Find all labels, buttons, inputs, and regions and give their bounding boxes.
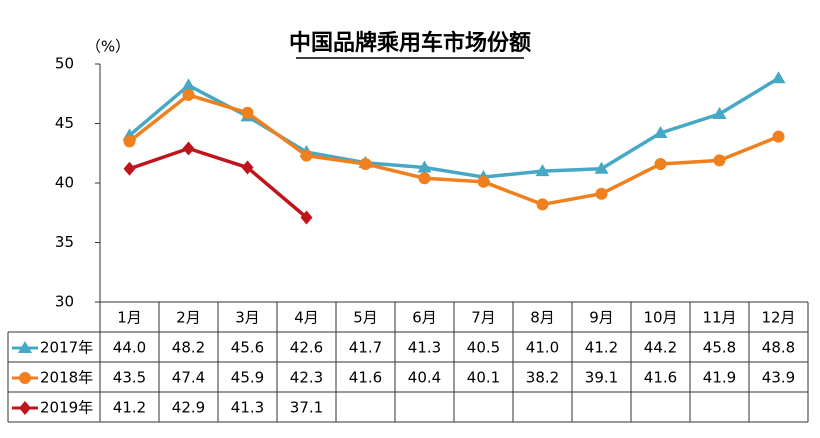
- x-tick-label: 12月: [761, 309, 795, 327]
- y-tick-label: 30: [55, 293, 74, 311]
- table-value: 45.9: [231, 369, 264, 387]
- table-value: 45.6: [231, 339, 264, 357]
- series-line: [128, 93, 780, 207]
- marker: [18, 341, 32, 353]
- table-value: 48.8: [762, 339, 795, 357]
- table-value: 42.6: [290, 339, 323, 357]
- series-line: [128, 146, 308, 219]
- table-value: 42.3: [290, 369, 323, 387]
- table-value: 37.1: [290, 399, 323, 417]
- chart-title: 中国品牌乘用车市场份额: [289, 30, 531, 56]
- marker: [417, 160, 432, 173]
- x-tick-label: 4月: [294, 309, 319, 327]
- marker: [182, 141, 195, 156]
- y-tick-label: 35: [55, 233, 74, 251]
- x-tick-label: 8月: [530, 309, 555, 327]
- x-tick-label: 1月: [117, 309, 142, 327]
- y-tick-label: 45: [55, 114, 74, 132]
- marker: [123, 135, 136, 148]
- table-value: 44.2: [644, 339, 677, 357]
- table-value: 40.4: [408, 369, 441, 387]
- marker: [653, 126, 668, 139]
- marker: [241, 106, 254, 119]
- table-value: 45.8: [703, 339, 736, 357]
- table-value: 40.5: [467, 339, 500, 357]
- marker: [654, 157, 667, 170]
- table-value: 41.7: [349, 339, 382, 357]
- marker: [772, 130, 785, 143]
- marker: [19, 401, 31, 415]
- legend-label: 2019年: [40, 399, 93, 417]
- marker: [300, 210, 313, 225]
- marker: [19, 372, 31, 384]
- table-value: 41.0: [526, 339, 559, 357]
- marker: [713, 154, 726, 167]
- y-tick-label: 40: [55, 174, 74, 192]
- table-value: 41.3: [231, 399, 264, 417]
- table-value: 41.2: [113, 399, 146, 417]
- x-tick-label: 6月: [412, 309, 437, 327]
- table-value: 47.4: [172, 369, 205, 387]
- marker: [181, 78, 196, 91]
- marker: [595, 187, 608, 200]
- table-value: 41.6: [644, 369, 677, 387]
- table-value: 43.9: [762, 369, 795, 387]
- marker: [771, 71, 786, 84]
- table-value: 38.2: [526, 369, 559, 387]
- table-value: 48.2: [172, 339, 205, 357]
- x-tick-label: 11月: [702, 309, 736, 327]
- table-value: 44.0: [113, 339, 146, 357]
- legend-label: 2017年: [40, 339, 93, 357]
- table-value: 43.5: [113, 369, 146, 387]
- table-value: 41.3: [408, 339, 441, 357]
- x-tick-label: 9月: [589, 309, 614, 327]
- marker: [182, 88, 195, 101]
- x-tick-label: 3月: [235, 309, 260, 327]
- marker: [300, 149, 313, 162]
- x-tick-label: 5月: [353, 309, 378, 327]
- marker: [594, 161, 609, 174]
- table-value: 42.9: [172, 399, 205, 417]
- y-axis-label: （%）: [86, 38, 130, 56]
- x-tick-label: 7月: [471, 309, 496, 327]
- x-tick-label: 10月: [643, 309, 677, 327]
- table-value: 40.1: [467, 369, 500, 387]
- legend-label: 2018年: [40, 369, 93, 387]
- marker: [536, 198, 549, 211]
- marker: [535, 164, 550, 177]
- marker: [359, 157, 372, 170]
- y-tick-label: 50: [55, 55, 74, 73]
- table-value: 41.9: [703, 369, 736, 387]
- table-value: 39.1: [585, 369, 618, 387]
- table-value: 41.2: [585, 339, 618, 357]
- table-value: 41.6: [349, 369, 382, 387]
- marker: [123, 161, 136, 176]
- marker: [477, 175, 490, 188]
- marker: [241, 160, 254, 175]
- marker: [418, 172, 431, 185]
- x-tick-label: 2月: [176, 309, 201, 327]
- marker: [712, 106, 727, 119]
